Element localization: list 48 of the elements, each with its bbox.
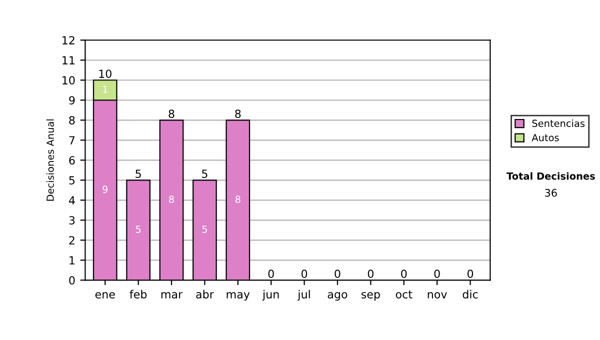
legend-label: Autos <box>532 134 559 142</box>
data-label: 9 <box>102 186 108 193</box>
total-label: 0 <box>268 270 274 278</box>
x-tick-label: oct <box>396 290 412 298</box>
legend-label: Sentencias <box>532 119 585 128</box>
total-label: 0 <box>334 270 340 278</box>
y-tick-label: 5 <box>69 176 75 185</box>
x-tick-label: jun <box>262 290 279 301</box>
x-tick-label: nov <box>428 292 447 298</box>
y-tick-label: 11 <box>62 56 74 64</box>
data-label: 8 <box>169 196 174 203</box>
total-label: 0 <box>301 270 308 278</box>
y-tick-label: 12 <box>62 36 74 44</box>
y-tick-label: 6 <box>69 156 75 165</box>
y-tick-label: 0 <box>69 276 75 285</box>
x-tick-label: jul <box>297 290 310 301</box>
y-tick-label: 1 <box>70 256 74 264</box>
x-tick-label: abr <box>196 290 214 298</box>
y-tick-label: 4 <box>68 196 75 204</box>
y-tick-label: 10 <box>62 76 75 85</box>
y-tick-label: 9 <box>69 96 75 105</box>
x-tick-label: sep <box>361 292 380 301</box>
total-label: 0 <box>434 270 440 278</box>
text: Total Decisiones <box>506 172 595 180</box>
total-label: 5 <box>136 170 141 178</box>
x-tick-label: ago <box>328 292 348 301</box>
text: 36 <box>545 188 557 197</box>
x-tick-label: feb <box>130 290 147 298</box>
total-label: 0 <box>467 270 474 278</box>
y-tick-label: 2 <box>69 236 74 244</box>
x-tick-label: mar <box>161 292 183 298</box>
x-tick-label: ene <box>95 292 115 298</box>
total-label: 10 <box>99 70 112 78</box>
data-label: 1 <box>103 86 108 93</box>
x-tick-label: dic <box>462 290 478 298</box>
y-tick-label: 8 <box>69 116 75 125</box>
total-label: 8 <box>235 110 241 118</box>
data-label: 5 <box>202 226 207 233</box>
y-tick-label: 7 <box>69 136 75 144</box>
data-label: 8 <box>235 196 240 203</box>
total-label: 8 <box>168 110 174 118</box>
y-tick-label: 3 <box>69 216 75 225</box>
y-axis-title: Decisiones Anual <box>46 119 54 201</box>
x-tick-label: may <box>226 292 250 301</box>
total-label: 0 <box>401 270 407 278</box>
data-label: 5 <box>136 226 141 233</box>
total-label: 0 <box>368 270 374 278</box>
total-label: 5 <box>202 170 208 178</box>
